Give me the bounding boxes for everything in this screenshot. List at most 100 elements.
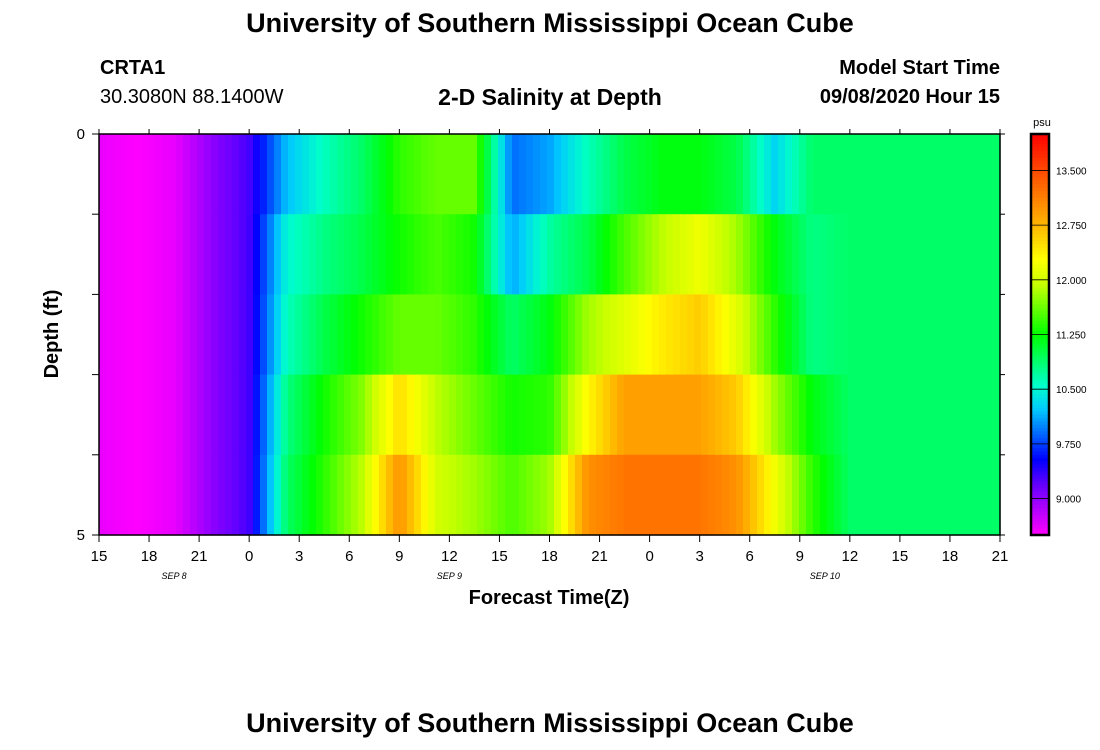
heatmap-cell — [288, 134, 296, 215]
heatmap-cell — [736, 374, 744, 456]
heatmap-cell — [659, 134, 667, 215]
heatmap-cell — [680, 454, 688, 536]
heatmap-cell — [645, 454, 653, 536]
heatmap-cell — [505, 134, 513, 215]
heatmap-cell — [631, 134, 639, 215]
heatmap-cell — [876, 134, 884, 215]
heatmap-cell — [736, 294, 744, 376]
heatmap-cell — [988, 134, 996, 215]
heatmap-cell — [449, 454, 457, 536]
heatmap-cell — [365, 134, 373, 215]
heatmap-cell — [554, 134, 562, 215]
x-tick-label: 21 — [992, 548, 1009, 565]
heatmap-cell — [449, 214, 457, 295]
heatmap-cell — [792, 374, 800, 456]
heatmap-cell — [792, 294, 800, 376]
heatmap-cell — [176, 294, 184, 376]
heatmap-cell — [330, 374, 338, 456]
colorbar-segment — [1031, 220, 1049, 225]
heatmap-cell — [225, 454, 233, 536]
colorbar-segment — [1031, 438, 1049, 443]
heatmap-cell — [148, 294, 156, 376]
heatmap-cell — [526, 214, 534, 295]
colorbar-tick-label: 13.500 — [1056, 166, 1087, 177]
heatmap-cell — [736, 454, 744, 536]
heatmap-cell — [281, 374, 289, 456]
heatmap-cell — [848, 294, 856, 376]
heatmap-cell — [379, 454, 387, 536]
heatmap-cell — [883, 134, 891, 215]
heatmap-cell — [743, 374, 751, 456]
heatmap-cell — [288, 294, 296, 376]
heatmap-cell — [225, 294, 233, 376]
heatmap-cell — [708, 454, 716, 536]
colorbar-unit: psu — [1033, 117, 1051, 129]
heatmap-cell — [393, 214, 401, 295]
heatmap-cell — [904, 214, 912, 295]
colorbar-segment — [1031, 190, 1049, 195]
heatmap-cell — [757, 294, 765, 376]
colorbar-segment — [1031, 458, 1049, 463]
heatmap-cell — [743, 214, 751, 295]
x-tick-label: 18 — [141, 548, 158, 565]
heatmap-cell — [603, 454, 611, 536]
heatmap-cell — [239, 214, 247, 295]
colorbar-segment — [1031, 294, 1049, 299]
heatmap-cell — [778, 214, 786, 295]
heatmap-cell — [463, 214, 471, 295]
heatmap-cell — [372, 214, 380, 295]
heatmap-cell — [589, 374, 597, 456]
heatmap-cell — [722, 214, 730, 295]
heatmap-cell — [820, 134, 828, 215]
heatmap-cell — [589, 134, 597, 215]
heatmap-cell — [379, 134, 387, 215]
heatmap-cell — [673, 134, 681, 215]
heatmap-cell — [295, 294, 303, 376]
heatmap-cell — [561, 214, 569, 295]
heatmap-cell — [316, 134, 324, 215]
heatmap-cell — [372, 134, 380, 215]
heatmap-cell — [953, 294, 961, 376]
heatmap-cell — [533, 294, 541, 376]
heatmap-cell — [785, 134, 793, 215]
heatmap-cell — [113, 214, 121, 295]
heatmap-cell — [400, 454, 408, 536]
heatmap-cell — [204, 134, 212, 215]
heatmap-cell — [715, 214, 723, 295]
heatmap-cell — [792, 454, 800, 536]
heatmap-cell — [925, 214, 933, 295]
heatmap-cell — [883, 294, 891, 376]
heatmap-cell — [323, 214, 331, 295]
heatmap-cell — [330, 454, 338, 536]
heatmap-cell — [687, 214, 695, 295]
heatmap-cell — [666, 374, 674, 456]
heatmap-cell — [582, 374, 590, 456]
heatmap-cell — [729, 294, 737, 376]
heatmap-cell — [99, 454, 107, 536]
heatmap-cell — [120, 294, 128, 376]
heatmap-cell — [295, 214, 303, 295]
heatmap-cell — [778, 134, 786, 215]
heatmap-cell — [421, 214, 429, 295]
heatmap-cell — [260, 294, 268, 376]
heatmap-cell — [757, 454, 765, 536]
heatmap-cell — [638, 454, 646, 536]
colorbar-segment — [1031, 354, 1049, 359]
heatmap-cell — [869, 134, 877, 215]
colorbar-segment — [1031, 478, 1049, 483]
heatmap-cell — [883, 214, 891, 295]
heatmap-cell — [372, 294, 380, 376]
colorbar-segment — [1031, 137, 1049, 142]
heatmap-cell — [827, 294, 835, 376]
heatmap-cell — [820, 374, 828, 456]
heatmap-cell — [918, 374, 926, 456]
heatmap-cell — [526, 454, 534, 536]
heatmap-cell — [932, 214, 940, 295]
colorbar-segment — [1031, 371, 1049, 376]
heatmap-cell — [407, 374, 415, 456]
heatmap-cell — [253, 214, 261, 295]
heatmap-cell — [519, 134, 527, 215]
colorbar-segment — [1031, 140, 1049, 145]
colorbar-segment — [1031, 484, 1049, 489]
heatmap-cell — [736, 214, 744, 295]
